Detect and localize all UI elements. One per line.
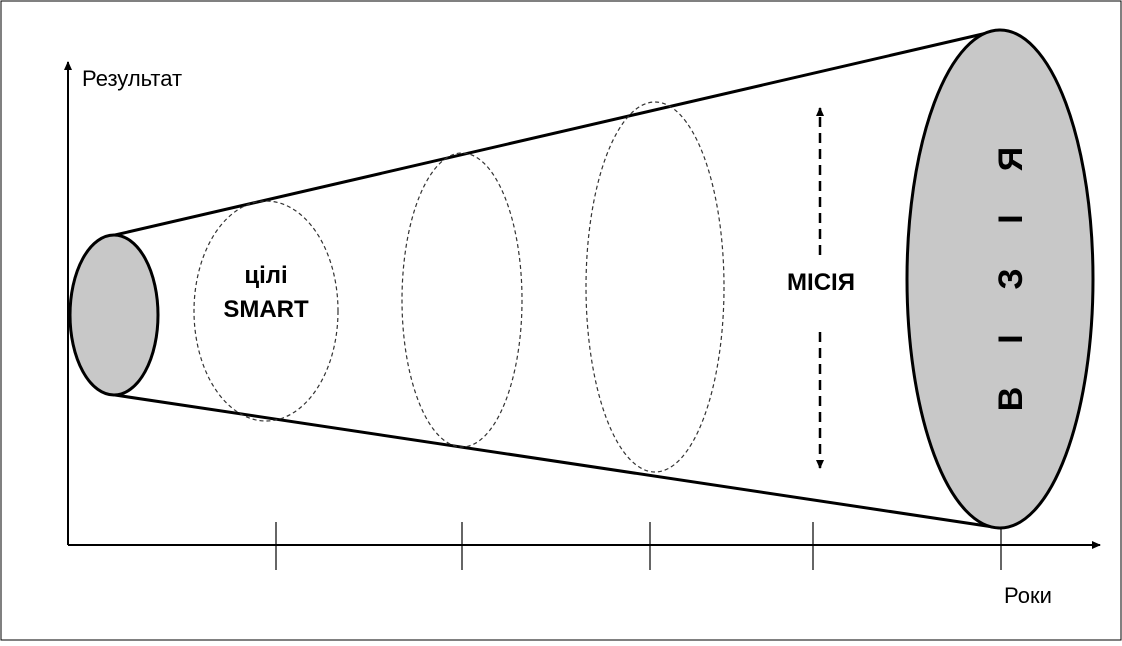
x-axis-label: Роки [1004,583,1052,608]
vision-label: В І З І Я [992,147,1030,412]
vision-letter-3: З [992,268,1030,289]
goals-label-line1: цілі [244,262,287,289]
vision-letter-5: Я [992,147,1030,171]
goals-label-line2: SMART [223,296,309,323]
vision-letter-4: І [992,214,1030,223]
mission-label: МІСІЯ [787,269,855,296]
intermediate-ellipse-2 [401,152,523,448]
start-ellipse [68,233,160,397]
smart-goals-ellipse [193,200,339,422]
cone-bottom-edge [114,393,1001,530]
vision-ellipse [905,28,1095,530]
vision-letter-2: І [992,334,1030,343]
vision-letter-1: В [992,387,1030,412]
intermediate-ellipse-3 [585,101,725,473]
y-axis-label: Результат [82,66,182,91]
